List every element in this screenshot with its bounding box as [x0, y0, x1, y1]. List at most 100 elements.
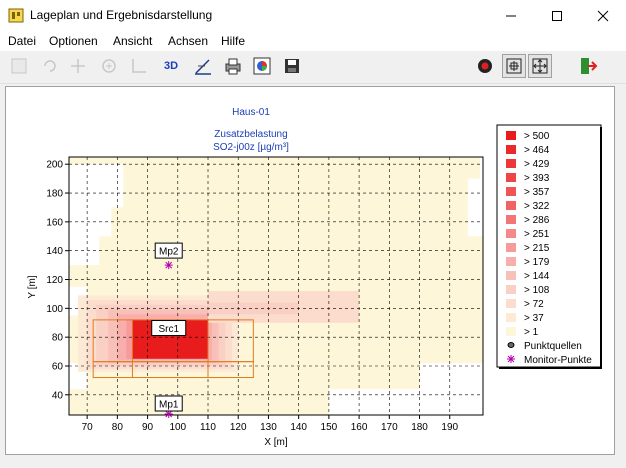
app-icon	[8, 8, 24, 23]
window-title: Lageplan und Ergebnisdarstellung	[30, 8, 213, 22]
y-tick-label: 60	[52, 361, 64, 372]
x-tick-label: 170	[381, 422, 398, 433]
label-mp2-box	[154, 242, 183, 259]
legend-swatch	[506, 173, 516, 182]
settings-button[interactable]	[191, 54, 215, 78]
print-icon	[225, 58, 241, 75]
x-tick-label: 110	[200, 422, 216, 433]
legend-label: > 393	[524, 173, 550, 184]
label-mp2: Mp2	[159, 247, 179, 258]
rotate-icon	[44, 60, 56, 72]
buildings	[92, 319, 254, 379]
label-src1-box	[151, 320, 187, 337]
select-button[interactable]	[7, 54, 31, 78]
color-button[interactable]	[250, 54, 274, 78]
legend-swatch	[506, 313, 516, 322]
heat-cell	[208, 302, 299, 315]
plot-title: Haus-01	[232, 107, 270, 118]
close-button[interactable]	[580, 0, 626, 31]
x-tick-label: 160	[351, 422, 368, 433]
legend-swatch	[506, 159, 516, 168]
legend-label: > 1	[524, 327, 539, 338]
x-tick-label: 120	[230, 422, 247, 433]
label-mp1: Mp1	[159, 400, 179, 411]
legend-label: > 464	[524, 145, 550, 156]
menu-hilfe[interactable]: Hilfe	[221, 34, 246, 48]
menu-optionen[interactable]: Optionen	[49, 34, 98, 48]
x-tick-label: 100	[169, 422, 186, 433]
menu-bar: Datei Optionen Ansicht Achsen Hilfe	[0, 31, 626, 51]
exit-icon	[581, 58, 598, 74]
legend-label: > 429	[524, 159, 550, 170]
y-tick-label: 100	[46, 304, 63, 315]
legend-swatch	[506, 215, 516, 224]
zoom-in-icon	[102, 59, 116, 73]
close-icon	[597, 10, 609, 21]
x-tick-label: 180	[411, 422, 428, 433]
minimize-button[interactable]	[488, 0, 534, 31]
save-icon	[285, 59, 299, 73]
point-markers: Mp2 Src1 Mp1	[151, 242, 187, 418]
plot-border	[68, 156, 484, 416]
legend-punktquellen: Punktquellen	[524, 341, 582, 352]
menu-ansicht[interactable]: Ansicht	[113, 34, 153, 48]
menu-datei[interactable]: Datei	[8, 34, 37, 48]
record-button[interactable]	[473, 54, 497, 78]
label-mp1-box	[154, 395, 183, 412]
fit-icon	[506, 58, 522, 74]
save-button[interactable]	[280, 54, 304, 78]
x-tick-label: 80	[112, 422, 124, 433]
legend-label: > 357	[524, 187, 550, 198]
toolbar: 3D	[0, 51, 626, 84]
legend-label: > 322	[524, 201, 550, 212]
legend-label: > 144	[524, 271, 550, 282]
settings-icon	[195, 59, 211, 75]
move-button[interactable]	[66, 54, 90, 78]
legend-swatch	[506, 201, 516, 210]
label-src1: Src1	[158, 324, 179, 335]
x-axis-label: X [m]	[264, 437, 288, 448]
legend-swatch	[506, 299, 516, 308]
heat-cell	[69, 236, 483, 287]
legend-label: > 179	[524, 257, 550, 268]
select-icon	[11, 58, 27, 74]
fit-button[interactable]	[502, 54, 526, 78]
3d-button[interactable]: 3D	[163, 60, 179, 72]
x-tick-label: 140	[290, 422, 307, 433]
point-source-icon	[507, 342, 515, 348]
axis-button[interactable]	[127, 54, 151, 78]
zoom-in-button[interactable]	[97, 54, 121, 78]
monitor-marker-mp1	[165, 410, 173, 418]
legend-swatch	[506, 145, 516, 154]
legend: > 500 > 464 > 429 > 393 > 357 > 322 > 286 > 251…	[496, 124, 602, 369]
y-axis-ticks: 40 60 80 100 120 140 160 180 200	[46, 160, 69, 401]
expand-button[interactable]	[528, 54, 552, 78]
menu-achsen[interactable]: Achsen	[168, 34, 209, 48]
y-axis-label: Y [m]	[27, 275, 38, 298]
x-tick-label: 150	[321, 422, 338, 433]
y-tick-label: 180	[46, 189, 63, 200]
x-tick-label: 90	[142, 422, 154, 433]
legend-swatch	[506, 285, 516, 294]
x-tick-label: 190	[441, 422, 458, 433]
legend-swatch	[506, 327, 516, 336]
status-bar	[0, 458, 626, 468]
title-bar: Lageplan und Ergebnisdarstellung	[0, 0, 626, 31]
heatmap-cells	[69, 157, 484, 415]
legend-swatch	[506, 229, 516, 238]
record-icon	[478, 59, 492, 73]
print-button[interactable]	[221, 54, 245, 78]
plot-subtitle: Zusatzbelastung	[214, 129, 287, 140]
exit-button[interactable]	[576, 54, 600, 78]
legend-swatch	[506, 187, 516, 196]
y-tick-label: 40	[52, 390, 64, 401]
legend-swatch	[506, 131, 516, 140]
heat-cell	[69, 389, 329, 415]
maximize-button[interactable]	[534, 0, 580, 31]
legend-label: > 37	[524, 313, 544, 324]
expand-icon	[532, 58, 548, 74]
plot-unit: SO2-j00z [µg/m³]	[213, 142, 289, 153]
concentration-plot: Haus-01 Zusatzbelastung SO2-j00z [µg/m³]…	[27, 107, 602, 448]
legend-swatch	[506, 243, 516, 252]
rotate-button[interactable]	[38, 54, 62, 78]
